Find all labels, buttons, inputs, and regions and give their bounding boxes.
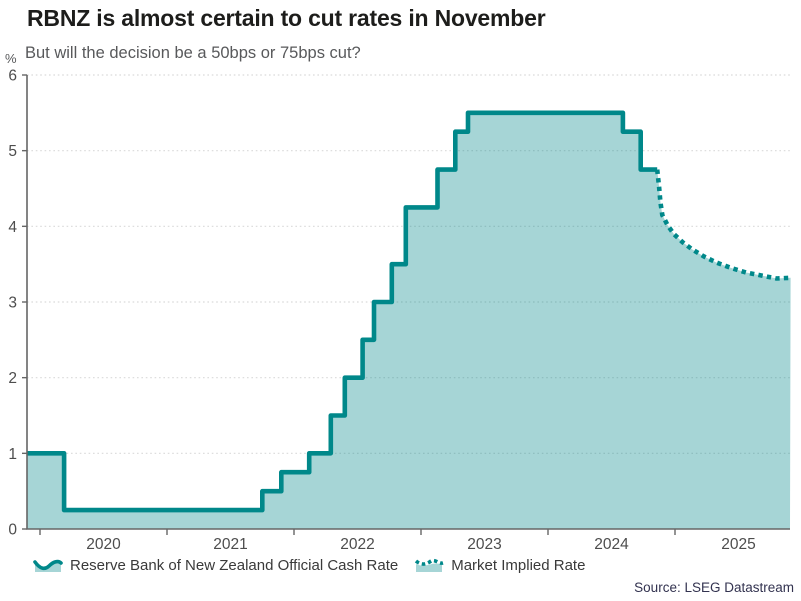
x-tick-label: 2020 [86,536,121,553]
y-tick-label: 5 [8,143,17,160]
legend: Reserve Bank of New Zealand Official Cas… [33,556,585,574]
x-tick-label: 2025 [721,536,755,553]
y-tick-label: 2 [8,370,17,387]
x-tick-label: 2024 [594,536,629,553]
legend-label-implied: Market Implied Rate [451,556,586,574]
y-tick-label: 0 [8,522,17,539]
y-tick-label: 1 [8,446,17,463]
x-tick-label: 2021 [213,536,247,553]
ocr-step-line [27,110,658,513]
legend-item-ocr: Reserve Bank of New Zealand Official Cas… [33,556,398,574]
chart-subtitle: But will the decision be a 50bps or 75bp… [25,44,361,62]
area-wave-icon [33,559,63,572]
legend-label-ocr: Reserve Bank of New Zealand Official Cas… [70,556,399,574]
y-axis-unit-label: % [5,51,17,66]
y-tick-label: 3 [8,294,17,311]
y-tick-label: 4 [8,219,17,236]
implied-dotted-line [654,169,791,281]
legend-item-implied: Market Implied Rate [414,556,585,574]
rate-area-fill [27,112,791,530]
x-tick-label: 2022 [340,536,374,553]
x-tick-label: 2023 [467,536,501,553]
dotted-wave-icon [415,558,444,572]
chart-title: RBNZ is almost certain to cut rates in N… [27,5,546,31]
source-attribution: Source: LSEG Datastream [634,580,794,595]
y-tick-label: 6 [8,67,17,84]
